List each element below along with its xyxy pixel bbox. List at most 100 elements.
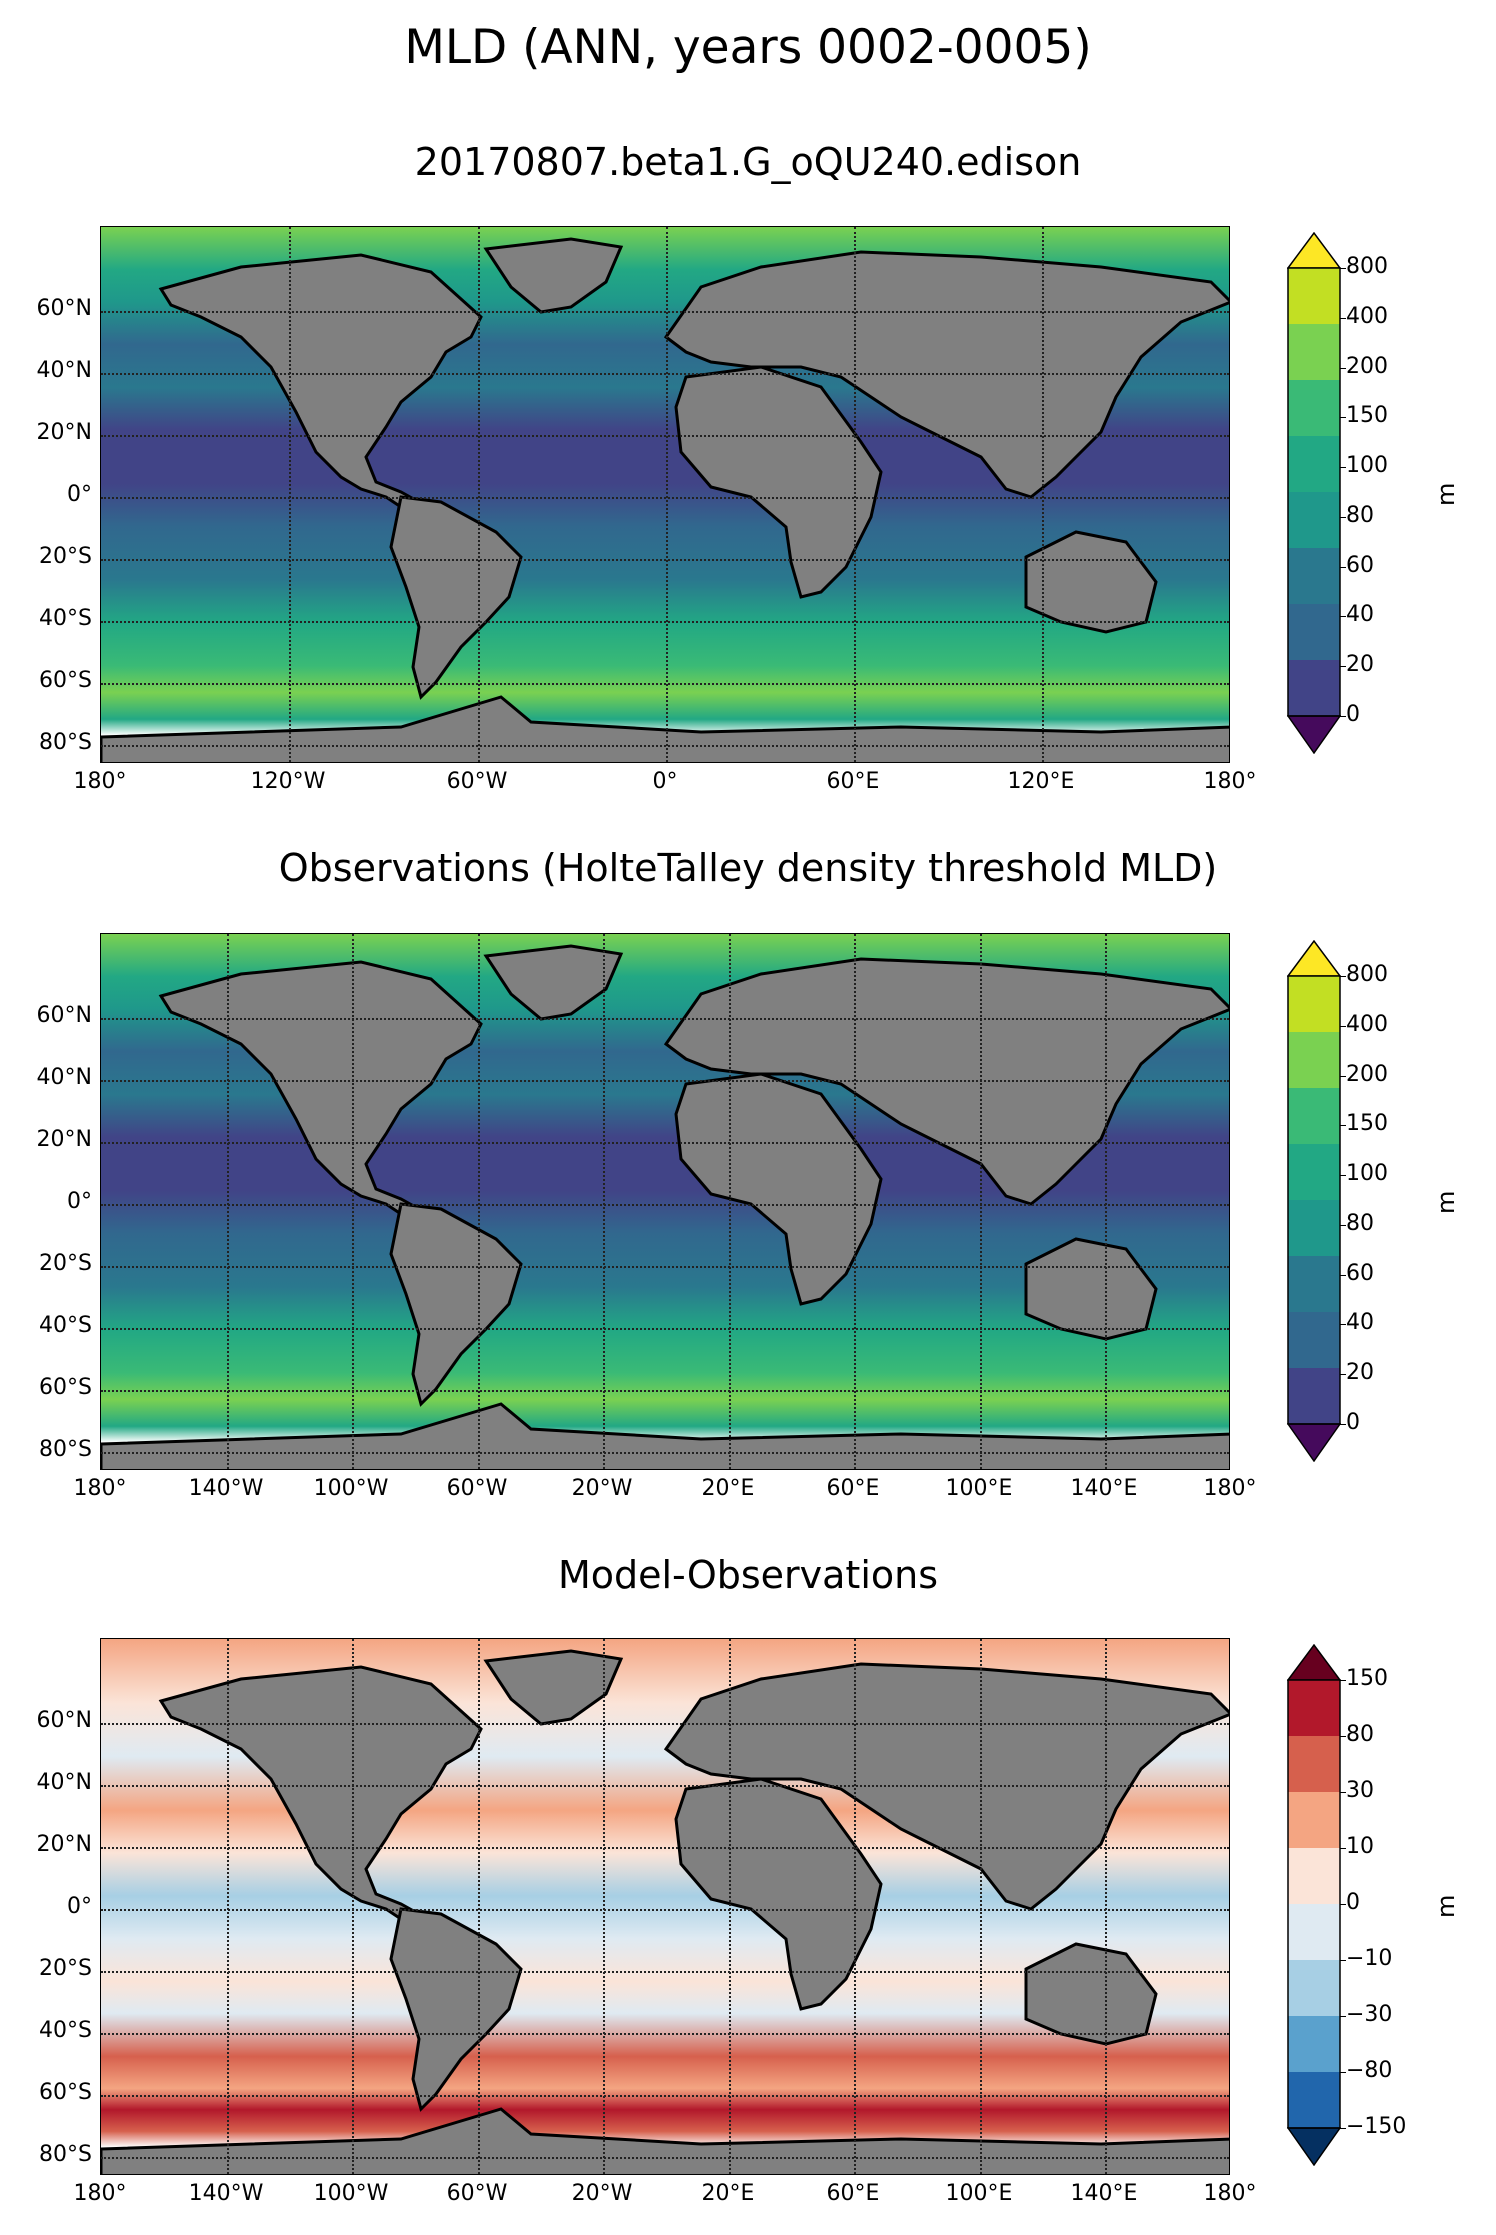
colorbar-extend-min — [1287, 1423, 1341, 1462]
figure-title: MLD (ANN, years 0002-0005) — [404, 20, 1092, 75]
colorbar-bar — [1287, 940, 1341, 1462]
colorbar-segment — [1288, 1312, 1340, 1369]
colorbar-segment — [1288, 976, 1340, 1033]
colorbar-tick-mark — [1340, 417, 1346, 419]
parallel-gridline — [101, 2157, 1229, 2159]
latitude-label: 40°S — [39, 606, 92, 631]
latitude-label: 60°S — [39, 1375, 92, 1400]
panel-3-title: Model-Observations — [557, 1553, 939, 1597]
longitude-label: 60°W — [446, 2181, 508, 2206]
parallel-gridline — [101, 497, 1229, 499]
parallel-gridline — [101, 1723, 1229, 1725]
colorbar-tick-mark — [1340, 1025, 1346, 1027]
colorbar-segment — [1288, 660, 1340, 717]
panel-2-map — [100, 933, 1230, 1470]
land-polygon — [1024, 1942, 1158, 2046]
longitude-label: 180° — [1203, 1476, 1257, 1501]
colorbar-tick-mark — [1340, 1224, 1346, 1226]
colorbar-tick-mark — [1340, 616, 1346, 618]
colorbar-segment — [1288, 1848, 1340, 1905]
colorbar-tick-mark — [1340, 1848, 1346, 1849]
colorbar-segment — [1288, 1088, 1340, 1145]
longitude-label: 20°W — [571, 1476, 633, 1501]
colorbar-tick-label: −30 — [1346, 2002, 1393, 2027]
latitude-label: 60°N — [36, 1003, 92, 1028]
longitude-label: 180° — [1203, 769, 1257, 794]
land-polygon — [1024, 1237, 1158, 1341]
colorbar-segment — [1288, 548, 1340, 605]
land-polygon — [1024, 530, 1158, 634]
colorbar-bar — [1287, 232, 1341, 754]
colorbar-segment — [1288, 324, 1340, 381]
latitude-label: 60°S — [39, 668, 92, 693]
longitude-label: 180° — [1203, 2181, 1257, 2206]
land-polygon — [674, 365, 883, 599]
parallel-gridline — [101, 373, 1229, 375]
land-polygon — [158, 1665, 483, 1921]
colorbar-tick-mark — [1340, 1125, 1346, 1127]
longitude-label: 140°E — [1070, 2181, 1138, 2206]
latitude-label: 80°S — [39, 730, 92, 755]
panel-2-title: Observations (HolteTalley density thresh… — [278, 846, 1218, 890]
colorbar-tick-mark — [1340, 716, 1346, 717]
land-polygon — [158, 960, 483, 1216]
colorbar-segment — [1288, 1904, 1340, 1961]
latitude-label: 0° — [67, 1894, 92, 1919]
colorbar-tick-mark — [1340, 2072, 1346, 2073]
colorbar-segment — [1288, 436, 1340, 493]
colorbar-tick-label: 400 — [1346, 303, 1388, 329]
latitude-label: 40°S — [39, 1313, 92, 1338]
parallel-gridline — [101, 1909, 1229, 1911]
colorbar-tick-mark — [1340, 1904, 1346, 1905]
colorbar-tick-mark — [1340, 1960, 1346, 1961]
colorbar-tick-label: 100 — [1346, 1161, 1388, 1187]
panel-1-title: 20170807.beta1.G_oQU240.edison — [414, 140, 1082, 184]
parallel-gridline — [101, 2033, 1229, 2035]
colorbar-tick-label: 800 — [1346, 254, 1388, 279]
colorbar-segment — [1288, 1256, 1340, 1313]
colorbar-tick-label: 200 — [1346, 353, 1388, 379]
colorbar-segment — [1288, 1200, 1340, 1257]
parallel-gridline — [101, 1142, 1229, 1144]
land-polygon — [483, 944, 624, 1021]
meridian-gridline — [729, 1639, 731, 2174]
colorbar-segment — [1288, 1680, 1340, 1737]
colorbar-tick-mark — [1340, 1792, 1346, 1793]
longitude-label: 180° — [73, 769, 127, 794]
colorbar-segment — [1288, 2072, 1340, 2129]
colorbar-tick-mark — [1340, 1680, 1346, 1681]
meridian-gridline — [1105, 934, 1107, 1469]
colorbar-segment — [1288, 1736, 1340, 1793]
colorbar-segment — [1288, 380, 1340, 437]
meridian-gridline — [854, 1639, 856, 2174]
colorbar-segment — [1288, 492, 1340, 549]
meridian-gridline — [603, 934, 605, 1469]
parallel-gridline — [101, 1204, 1229, 1206]
meridian-gridline — [980, 1639, 982, 2174]
longitude-label: 140°E — [1070, 1476, 1138, 1501]
meridian-gridline — [1042, 227, 1044, 762]
colorbar-tick-mark — [1340, 367, 1346, 369]
colorbar-tick-label: 80 — [1346, 1210, 1374, 1236]
colorbar-segment — [1288, 1792, 1340, 1849]
land-polygon — [101, 2107, 1229, 2174]
parallel-gridline — [101, 1452, 1229, 1454]
meridian-gridline — [603, 1639, 605, 2174]
colorbar-tick-label: 40 — [1346, 602, 1374, 628]
colorbar-tick-mark — [1340, 268, 1346, 269]
colorbar-unit-label: m — [1432, 1894, 1460, 1918]
longitude-label: 0° — [652, 769, 678, 794]
colorbar-extend-max — [1287, 1644, 1341, 1681]
colorbar-segment — [1288, 1032, 1340, 1089]
colorbar-tick-label: 800 — [1346, 962, 1388, 987]
parallel-gridline — [101, 1328, 1229, 1330]
latitude-label: 60°S — [39, 2080, 92, 2105]
longitude-label: 180° — [73, 2181, 127, 2206]
parallel-gridline — [101, 311, 1229, 313]
colorbar-segment — [1288, 1144, 1340, 1201]
longitude-label: 20°E — [701, 2181, 755, 2206]
colorbar-extend-min — [1287, 2127, 1341, 2166]
land-polygon — [674, 1072, 883, 1306]
latitude-label: 80°S — [39, 1437, 92, 1462]
parallel-gridline — [101, 1266, 1229, 1268]
